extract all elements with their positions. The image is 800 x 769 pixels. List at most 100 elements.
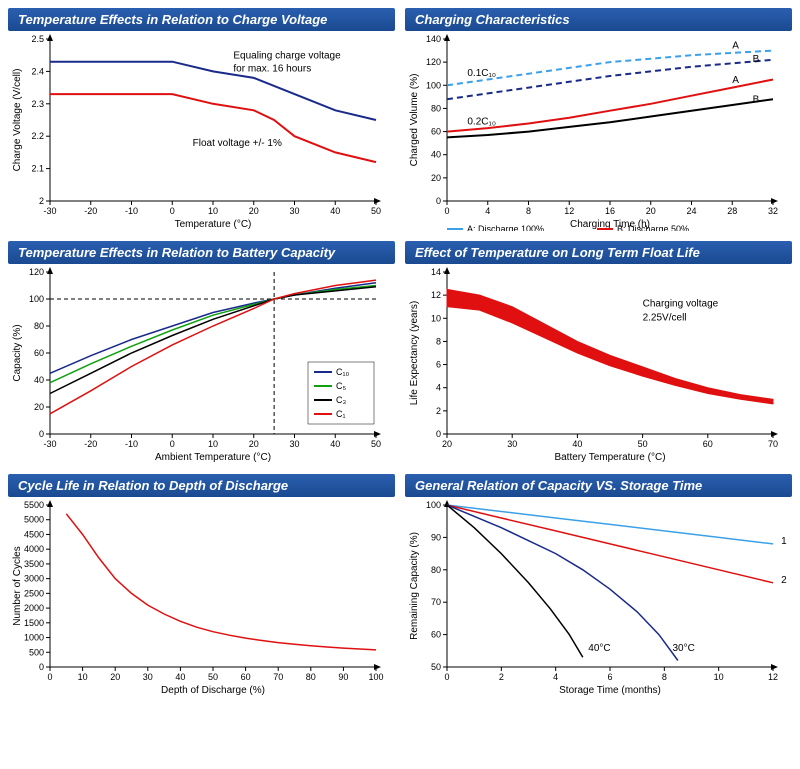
svg-text:4: 4 bbox=[436, 383, 441, 393]
svg-text:40: 40 bbox=[330, 439, 340, 449]
svg-text:0: 0 bbox=[444, 206, 449, 216]
svg-text:30: 30 bbox=[143, 672, 153, 682]
svg-text:100: 100 bbox=[426, 80, 441, 90]
svg-text:10: 10 bbox=[78, 672, 88, 682]
svg-text:B: B bbox=[753, 95, 760, 106]
svg-text:A: A bbox=[732, 40, 739, 51]
chart: 0246810125060708090100Storage Time (mont… bbox=[405, 497, 787, 697]
svg-text:500: 500 bbox=[29, 647, 44, 657]
svg-text:50: 50 bbox=[431, 662, 441, 672]
panel-title: Temperature Effects in Relation to Charg… bbox=[8, 8, 395, 31]
svg-text:Remaining Capacity (%): Remaining Capacity (%) bbox=[409, 532, 420, 640]
svg-text:C₁: C₁ bbox=[336, 409, 346, 419]
svg-text:Storage Time (months): Storage Time (months) bbox=[559, 685, 661, 696]
svg-text:40: 40 bbox=[330, 206, 340, 216]
svg-text:6: 6 bbox=[436, 360, 441, 370]
svg-text:32: 32 bbox=[768, 206, 778, 216]
svg-text:100: 100 bbox=[29, 294, 44, 304]
svg-text:12: 12 bbox=[768, 672, 778, 682]
svg-text:90: 90 bbox=[431, 532, 441, 542]
svg-text:-10: -10 bbox=[125, 206, 138, 216]
svg-text:0: 0 bbox=[170, 206, 175, 216]
panel-title: Cycle Life in Relation to Depth of Disch… bbox=[8, 474, 395, 497]
svg-text:0: 0 bbox=[170, 439, 175, 449]
svg-text:4: 4 bbox=[485, 206, 490, 216]
svg-text:28: 28 bbox=[727, 206, 737, 216]
svg-text:5000: 5000 bbox=[24, 515, 44, 525]
svg-text:Charge Voltage (V/cell): Charge Voltage (V/cell) bbox=[12, 69, 23, 172]
svg-text:120: 120 bbox=[29, 267, 44, 277]
svg-text:-30: -30 bbox=[43, 439, 56, 449]
svg-text:0: 0 bbox=[39, 429, 44, 439]
svg-text:30: 30 bbox=[289, 206, 299, 216]
svg-text:8: 8 bbox=[436, 336, 441, 346]
svg-text:50: 50 bbox=[638, 439, 648, 449]
svg-text:20: 20 bbox=[110, 672, 120, 682]
svg-text:Temperature (°C): Temperature (°C) bbox=[175, 219, 252, 230]
svg-text:2.3: 2.3 bbox=[31, 99, 44, 109]
svg-text:6: 6 bbox=[607, 672, 612, 682]
svg-text:50: 50 bbox=[371, 206, 381, 216]
svg-text:10: 10 bbox=[208, 206, 218, 216]
svg-text:2: 2 bbox=[499, 672, 504, 682]
svg-text:C₃: C₃ bbox=[336, 395, 346, 405]
svg-text:2.25V/cell: 2.25V/cell bbox=[643, 313, 687, 324]
svg-text:-20: -20 bbox=[84, 439, 97, 449]
svg-text:Battery Temperature (°C): Battery Temperature (°C) bbox=[554, 452, 665, 463]
svg-text:40: 40 bbox=[34, 375, 44, 385]
svg-text:120: 120 bbox=[426, 57, 441, 67]
svg-text:0.1C₁₀: 0.1C₁₀ bbox=[467, 68, 496, 79]
svg-text:100: 100 bbox=[368, 672, 383, 682]
svg-text:50: 50 bbox=[371, 439, 381, 449]
chart-panel-4: Cycle Life in Relation to Depth of Disch… bbox=[8, 474, 395, 697]
svg-text:60: 60 bbox=[703, 439, 713, 449]
svg-text:40: 40 bbox=[431, 150, 441, 160]
svg-text:90: 90 bbox=[338, 672, 348, 682]
svg-text:20°C: 20°C bbox=[781, 575, 787, 586]
svg-text:40: 40 bbox=[175, 672, 185, 682]
svg-text:20: 20 bbox=[431, 173, 441, 183]
svg-text:24: 24 bbox=[686, 206, 696, 216]
svg-text:C₁₀: C₁₀ bbox=[336, 367, 350, 377]
svg-text:10°C: 10°C bbox=[781, 536, 787, 547]
svg-text:80: 80 bbox=[306, 672, 316, 682]
svg-text:A: Discharge 100%: A: Discharge 100% bbox=[467, 224, 544, 231]
svg-text:14: 14 bbox=[431, 267, 441, 277]
svg-text:Life Expectancy (years): Life Expectancy (years) bbox=[409, 301, 420, 406]
panel-title: Temperature Effects in Relation to Batte… bbox=[8, 241, 395, 264]
svg-text:Float voltage +/- 1%: Float voltage +/- 1% bbox=[193, 138, 282, 149]
svg-text:80: 80 bbox=[431, 103, 441, 113]
svg-text:A: A bbox=[732, 75, 739, 86]
svg-text:12: 12 bbox=[431, 290, 441, 300]
chart: 048121620242832020406080100120140Chargin… bbox=[405, 31, 787, 231]
panel-title: General Relation of Capacity VS. Storage… bbox=[405, 474, 792, 497]
chart: -30-20-1001020304050020406080100120Ambie… bbox=[8, 264, 390, 464]
svg-text:80: 80 bbox=[431, 565, 441, 575]
svg-text:16: 16 bbox=[605, 206, 615, 216]
panel-title: Effect of Temperature on Long Term Float… bbox=[405, 241, 792, 264]
svg-text:8: 8 bbox=[526, 206, 531, 216]
svg-text:0: 0 bbox=[39, 662, 44, 672]
svg-text:3000: 3000 bbox=[24, 574, 44, 584]
svg-text:30: 30 bbox=[289, 439, 299, 449]
chart-panel-3: Effect of Temperature on Long Term Float… bbox=[405, 241, 792, 464]
svg-text:0.2C₁₀: 0.2C₁₀ bbox=[467, 117, 496, 128]
svg-text:2500: 2500 bbox=[24, 588, 44, 598]
svg-text:2.1: 2.1 bbox=[31, 164, 44, 174]
svg-text:-10: -10 bbox=[125, 439, 138, 449]
svg-text:10: 10 bbox=[208, 439, 218, 449]
svg-text:2.5: 2.5 bbox=[31, 34, 44, 44]
svg-text:Ambient Temperature (°C): Ambient Temperature (°C) bbox=[155, 452, 271, 463]
chart: 0102030405060708090100050010001500200025… bbox=[8, 497, 390, 697]
svg-text:30°C: 30°C bbox=[672, 643, 694, 654]
svg-text:20: 20 bbox=[249, 206, 259, 216]
chart-panel-5: General Relation of Capacity VS. Storage… bbox=[405, 474, 792, 697]
svg-text:Depth of Discharge (%): Depth of Discharge (%) bbox=[161, 685, 265, 696]
svg-text:4500: 4500 bbox=[24, 529, 44, 539]
panel-title: Charging Characteristics bbox=[405, 8, 792, 31]
svg-text:20: 20 bbox=[646, 206, 656, 216]
chart-panel-0: Temperature Effects in Relation to Charg… bbox=[8, 8, 395, 231]
svg-text:5500: 5500 bbox=[24, 500, 44, 510]
svg-text:100: 100 bbox=[426, 500, 441, 510]
svg-text:-20: -20 bbox=[84, 206, 97, 216]
